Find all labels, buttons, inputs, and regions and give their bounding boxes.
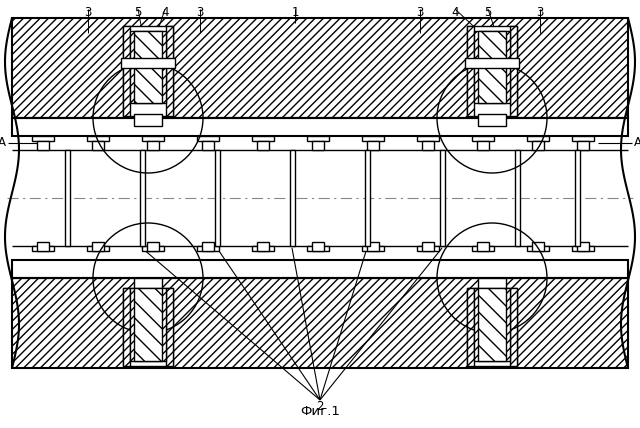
Bar (166, 26, 173, 116)
Bar (123, 26, 130, 116)
Text: 3: 3 (84, 6, 92, 19)
Bar (197, 136, 219, 141)
Bar (92, 141, 104, 150)
Bar (252, 136, 274, 141)
Text: 5: 5 (484, 6, 492, 19)
Bar (32, 246, 54, 251)
Bar (365, 150, 370, 246)
Bar (123, 26, 173, 116)
Bar (367, 141, 379, 150)
Bar (12, 278, 628, 368)
Bar (147, 242, 159, 251)
Text: 3: 3 (536, 6, 544, 19)
Bar (575, 150, 580, 246)
Bar (417, 246, 439, 251)
Bar (257, 242, 269, 251)
Text: Фиг.1: Фиг.1 (300, 405, 340, 418)
Bar (465, 58, 519, 68)
Bar (87, 136, 109, 141)
Bar (422, 141, 434, 150)
Bar (257, 141, 269, 150)
Bar (252, 246, 274, 251)
Bar (477, 242, 489, 251)
Bar (472, 136, 494, 141)
Bar (202, 242, 214, 251)
Bar (142, 136, 164, 141)
Bar (532, 242, 544, 251)
Bar (123, 288, 173, 366)
Bar (510, 26, 517, 116)
Bar (478, 31, 506, 103)
Text: 3: 3 (196, 6, 204, 19)
Bar (121, 58, 175, 68)
Bar (422, 242, 434, 251)
Bar (166, 288, 173, 366)
Bar (202, 141, 214, 150)
Bar (467, 26, 517, 116)
Bar (197, 246, 219, 251)
Bar (467, 288, 474, 366)
Bar (362, 136, 384, 141)
Bar (527, 136, 549, 141)
Bar (472, 246, 494, 251)
Bar (440, 150, 445, 246)
Bar (134, 278, 162, 288)
Bar (65, 150, 70, 246)
Bar (532, 141, 544, 150)
Bar (572, 136, 594, 141)
Bar (417, 136, 439, 141)
Bar (307, 246, 329, 251)
Bar (477, 141, 489, 150)
Bar (147, 141, 159, 150)
Bar (362, 246, 384, 251)
Bar (527, 246, 549, 251)
Text: 2: 2 (316, 400, 324, 413)
Bar (130, 31, 166, 103)
Bar (474, 288, 510, 361)
Bar (510, 288, 517, 366)
Bar (478, 278, 506, 288)
Text: А: А (0, 137, 6, 149)
Text: 4: 4 (161, 6, 169, 19)
Text: А: А (634, 137, 640, 149)
Bar (92, 242, 104, 251)
Bar (367, 242, 379, 251)
Text: 4: 4 (451, 6, 459, 19)
Text: 5: 5 (134, 6, 141, 19)
Bar (467, 26, 474, 116)
Bar (307, 136, 329, 141)
Bar (134, 114, 162, 126)
Bar (134, 288, 162, 361)
Bar (577, 141, 589, 150)
Bar (142, 246, 164, 251)
Bar (312, 242, 324, 251)
Bar (572, 246, 594, 251)
Bar (467, 288, 517, 366)
Bar (87, 246, 109, 251)
Bar (140, 150, 145, 246)
Bar (130, 288, 166, 361)
Bar (37, 242, 49, 251)
Bar (478, 114, 506, 126)
Bar (123, 288, 130, 366)
Bar (478, 288, 506, 361)
Bar (215, 150, 220, 246)
Bar (12, 260, 628, 278)
Text: 1: 1 (291, 6, 299, 19)
Bar (474, 31, 510, 103)
Bar (12, 118, 628, 278)
Bar (12, 18, 628, 118)
Bar (134, 31, 162, 103)
Bar (290, 150, 295, 246)
Text: 3: 3 (416, 6, 424, 19)
Bar (12, 118, 628, 136)
Bar (37, 141, 49, 150)
Bar (515, 150, 520, 246)
Bar (312, 141, 324, 150)
Bar (577, 242, 589, 251)
Bar (32, 136, 54, 141)
